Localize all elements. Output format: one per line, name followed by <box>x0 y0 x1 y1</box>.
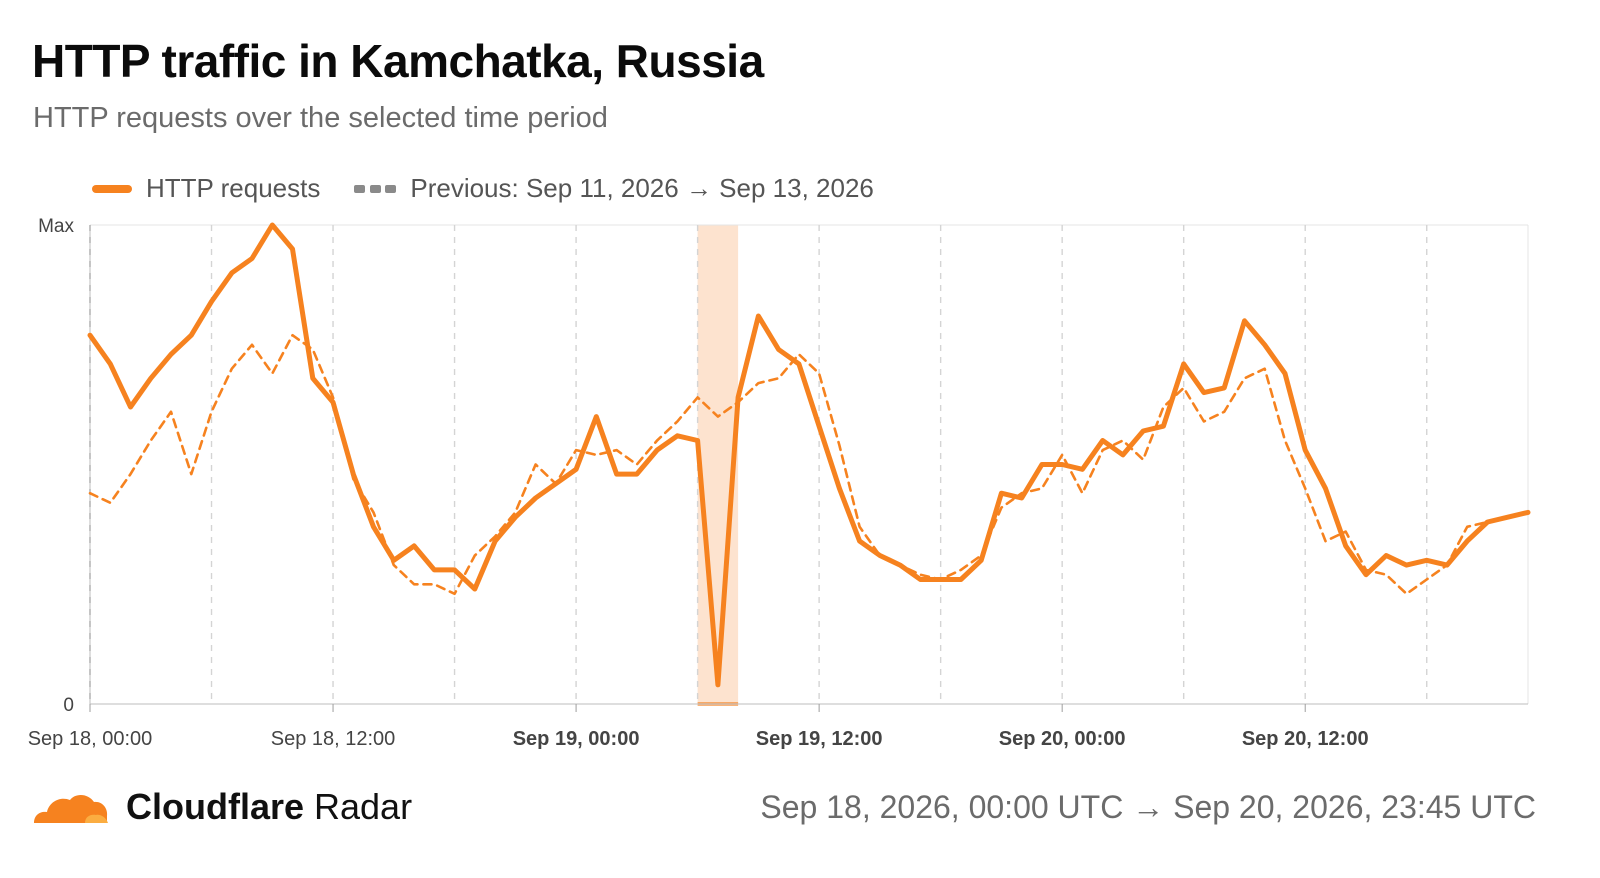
series-line-current[interactable] <box>87 222 1531 688</box>
x-tick-label: Sep 18, 12:00 <box>271 728 396 750</box>
legend-item-current[interactable]: HTTP requests <box>92 173 320 204</box>
chart-subtitle: HTTP requests over the selected time per… <box>33 102 608 134</box>
x-tick-label: Sep 20, 12:00 <box>1242 728 1369 750</box>
x-tick-label: Sep 18, 00:00 <box>28 728 153 750</box>
x-tick-label: Sep 20, 00:00 <box>999 728 1126 750</box>
line-chart[interactable]: Sep 18, 00:00 Sep 18, 12:00 Sep 19, 00:00 S… <box>0 210 1600 770</box>
date-range-label: Sep 18, 2026, 00:00 UTC → Sep 20, 2026, … <box>760 789 1536 825</box>
x-tick-label: Sep 19, 00:00 <box>513 728 640 750</box>
cloudflare-logo-icon <box>34 794 108 823</box>
legend-label-current: HTTP requests <box>146 173 321 203</box>
cloudflare-radar-brand[interactable]: Cloudflare Radar <box>30 786 412 828</box>
brand-name: Cloudflare Radar <box>126 786 413 827</box>
y-tick-label: Max <box>38 216 74 237</box>
legend-swatch-solid <box>92 184 132 193</box>
chart-legend: HTTP requests Previous: Sep 11, 2026 → S… <box>92 173 908 204</box>
series-line-previous[interactable] <box>88 333 1530 596</box>
legend-swatch-dashed <box>354 184 397 193</box>
y-tick-label: 0 <box>63 695 74 716</box>
legend-label-previous: Previous: Sep 11, 2026 → Sep 13, 2026 <box>410 173 874 203</box>
legend-item-previous[interactable]: Previous: Sep 11, 2026 → Sep 13, 2026 <box>354 173 874 204</box>
chart-title: HTTP traffic in Kamchatka, Russia <box>32 35 764 87</box>
x-tick-label: Sep 19, 12:00 <box>756 728 883 750</box>
